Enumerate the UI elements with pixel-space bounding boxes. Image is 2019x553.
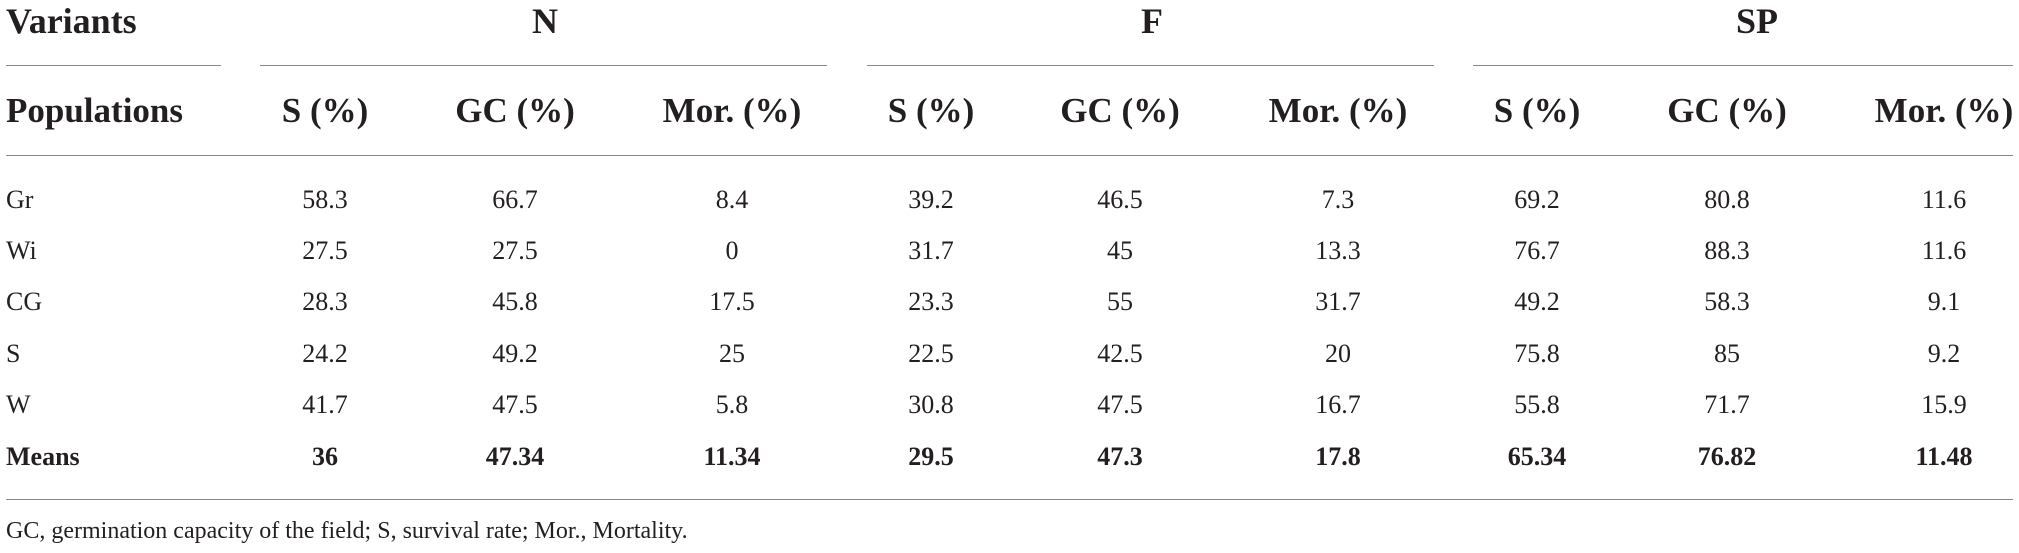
table-cell: 58.3 — [302, 185, 348, 214]
table-cell: 36 — [312, 442, 338, 471]
group-underline-f — [867, 65, 1434, 66]
table-cell: 9.2 — [1927, 339, 1961, 368]
group-header-sp: SP — [1735, 1, 1779, 41]
table-cell: 76.82 — [1697, 442, 1757, 471]
table-cell: 31.7 — [1315, 287, 1361, 316]
row-label: CG — [6, 287, 43, 316]
table-cell: 49.2 — [492, 339, 538, 368]
table-cell: 25 — [719, 339, 745, 368]
table-cell: 58.3 — [1704, 287, 1750, 316]
table-cell: 47.3 — [1097, 442, 1143, 471]
table-cell: 85 — [1714, 339, 1740, 368]
populations-header: Populations — [6, 91, 183, 130]
group-header-n: N — [532, 1, 558, 41]
variants-header: Variants — [6, 1, 137, 41]
column-header: S (%) — [281, 91, 369, 130]
table-cell: 17.8 — [1315, 442, 1361, 471]
table-cell: 11.6 — [1921, 185, 1967, 214]
row-label: Gr — [6, 185, 34, 214]
table-cell: 45.8 — [492, 287, 538, 316]
table-cell: 5.8 — [715, 390, 749, 419]
table-cell: 65.34 — [1507, 442, 1567, 471]
group-header-f: F — [1141, 1, 1163, 41]
table-cell: 29.5 — [908, 442, 954, 471]
table-cell: 75.8 — [1514, 339, 1560, 368]
column-header: Mor. (%) — [1268, 91, 1408, 130]
column-header: GC (%) — [1060, 91, 1180, 130]
header-rule — [6, 155, 2013, 156]
column-header: GC (%) — [455, 91, 575, 130]
table-cell: 47.34 — [485, 442, 545, 471]
bottom-rule — [6, 499, 2013, 500]
table-cell: 30.8 — [908, 390, 954, 419]
table-cell: 46.5 — [1097, 185, 1143, 214]
table-cell: 80.8 — [1704, 185, 1750, 214]
table-cell: 9.1 — [1927, 287, 1961, 316]
table-cell: 76.7 — [1514, 236, 1560, 265]
table-cell: 55.8 — [1514, 390, 1560, 419]
table-cell: 0 — [725, 236, 739, 265]
column-header: Mor. (%) — [1874, 91, 2014, 130]
table-cell: 11.48 — [1915, 442, 1973, 471]
table-footnote: GC, germination capacity of the field; S… — [6, 518, 688, 544]
table-cell: 55 — [1107, 287, 1133, 316]
column-header: S (%) — [1493, 91, 1581, 130]
table-cell: 31.7 — [908, 236, 954, 265]
table-cell: 69.2 — [1514, 185, 1560, 214]
table-cell: 7.3 — [1321, 185, 1355, 214]
table-cell: 11.6 — [1921, 236, 1967, 265]
table-cell: 15.9 — [1921, 390, 1967, 419]
row-label: W — [6, 390, 31, 419]
table-cell: 28.3 — [302, 287, 348, 316]
table-cell: 45 — [1107, 236, 1133, 265]
table-cell: 27.5 — [302, 236, 348, 265]
table-cell: 42.5 — [1097, 339, 1143, 368]
group-underline-sp — [1473, 65, 2013, 66]
table-cell: 71.7 — [1704, 390, 1750, 419]
table-cell: 66.7 — [492, 185, 538, 214]
table-cell: 27.5 — [492, 236, 538, 265]
table-cell: 49.2 — [1514, 287, 1560, 316]
table-cell: 11.34 — [703, 442, 761, 471]
table-cell: 16.7 — [1315, 390, 1361, 419]
table-cell: 8.4 — [715, 185, 749, 214]
column-header: Mor. (%) — [662, 91, 802, 130]
table-cell: 22.5 — [908, 339, 954, 368]
group-underline-n — [260, 65, 827, 66]
table-cell: 88.3 — [1704, 236, 1750, 265]
table-cell: 23.3 — [908, 287, 954, 316]
column-header: S (%) — [887, 91, 975, 130]
table-cell: 17.5 — [709, 287, 755, 316]
table-cell: 24.2 — [302, 339, 348, 368]
table-cell: 13.3 — [1315, 236, 1361, 265]
row-label: Means — [6, 442, 80, 471]
table-cell: 41.7 — [302, 390, 348, 419]
table-cell: 20 — [1325, 339, 1351, 368]
table-cell: 47.5 — [1097, 390, 1143, 419]
column-header: GC (%) — [1667, 91, 1787, 130]
table-cell: 39.2 — [908, 185, 954, 214]
table-cell: 47.5 — [492, 390, 538, 419]
row-label: S — [6, 339, 21, 368]
group-underline-variants — [6, 65, 221, 66]
row-label: Wi — [6, 236, 37, 265]
